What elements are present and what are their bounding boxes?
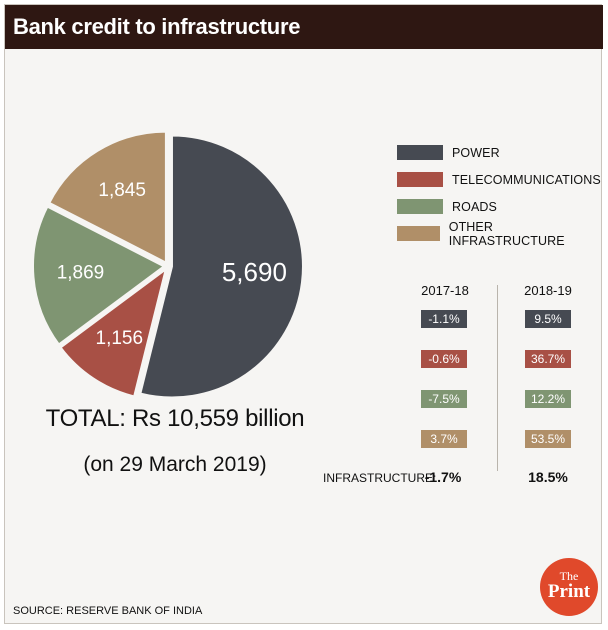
legend-item-power: POWER <box>397 139 601 166</box>
column-header-2017-18: 2017-18 <box>421 283 469 298</box>
growth-cell-power-2017-18: -1.1% <box>421 310 467 328</box>
legend-label: TELECOMMUNICATIONS <box>452 172 601 187</box>
source-note: SOURCE: RESERVE BANK OF INDIA <box>13 605 203 617</box>
growth-cell-other-infrastructure-2017-18: 3.7% <box>421 430 467 448</box>
pie-chart: 5,690 1,156 1,869 1,845 <box>32 130 304 399</box>
legend-swatch-other-infrastructure <box>397 226 440 241</box>
date-label: (on 29 March 2019) <box>83 453 267 476</box>
column-header-2018-19: 2018-19 <box>524 283 572 298</box>
infographic-frame: Bank credit to infrastructure 5,690 1,156… <box>4 4 603 624</box>
pie-slice-power <box>139 134 304 399</box>
logo-text-bottom: Print <box>547 581 591 602</box>
growth-cell-roads-2018-19: 12.2% <box>525 390 571 408</box>
growth-cell-power-2018-19: 9.5% <box>525 310 571 328</box>
logo-text-top: The <box>559 569 579 583</box>
legend-swatch-roads <box>397 199 443 214</box>
pie-label-roads: 1,869 <box>57 262 105 283</box>
infrastructure-total-label: INFRASTRUCTURE: <box>323 471 437 485</box>
legend-label: ROADS <box>452 199 497 214</box>
theprint-logo: The Print <box>540 558 598 616</box>
total-label: TOTAL: Rs 10,559 billion <box>45 405 305 432</box>
column-divider <box>497 285 498 471</box>
growth-cell-other-infrastructure-2018-19: 53.5% <box>525 430 571 448</box>
legend-label: OTHER INFRASTRUCTURE <box>448 219 565 248</box>
legend-label: POWER <box>452 145 500 160</box>
growth-cell-telecommunications-2018-19: 36.7% <box>525 350 571 368</box>
pie-label-power: 5,690 <box>222 257 287 287</box>
pie-slice-telecommunications <box>59 266 168 398</box>
legend: POWER TELECOMMUNICATIONS ROADS OTHER INF… <box>397 139 601 248</box>
page-title: Bank credit to infrastructure <box>5 5 603 49</box>
legend-item-roads: ROADS <box>397 193 601 220</box>
growth-cell-telecommunications-2017-18: -0.6% <box>421 350 467 368</box>
pie-slice-roads <box>32 205 166 346</box>
pie-slice-other-infrastructure <box>47 130 167 265</box>
pie-label-other-infrastructure: 1,845 <box>98 180 146 201</box>
legend-item-telecommunications: TELECOMMUNICATIONS <box>397 166 601 193</box>
infrastructure-total-2017-18: -1.7% <box>424 469 462 485</box>
infrastructure-total-2018-19: 18.5% <box>528 469 568 485</box>
pie-label-telecommunications: 1,156 <box>96 328 144 349</box>
legend-swatch-telecommunications <box>397 172 443 187</box>
legend-swatch-power <box>397 145 443 160</box>
growth-cell-roads-2017-18: -7.5% <box>421 390 467 408</box>
legend-item-other-infrastructure: OTHER INFRASTRUCTURE <box>397 219 601 248</box>
